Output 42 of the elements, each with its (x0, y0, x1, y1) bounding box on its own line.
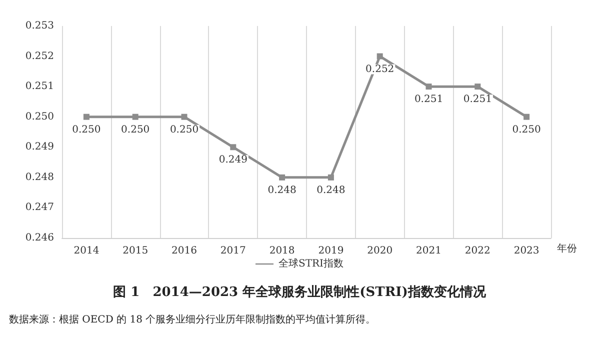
point (426, 84, 432, 90)
x-tick-label: 2020 (367, 246, 393, 256)
y-tick-label: 0.246 (25, 232, 54, 244)
data-label: 0.250 (170, 124, 199, 136)
data-label: 0.250 (512, 124, 541, 136)
y-tick-label: 0.253 (25, 20, 54, 32)
y-tick-label: 0.247 (25, 202, 54, 214)
data-label: 0.249 (218, 154, 248, 166)
point (474, 84, 481, 90)
text: 图 1 2014—2023 年全球服务业限制性(STRI)指数变化情况 (113, 284, 487, 300)
point (83, 114, 90, 120)
point (132, 114, 138, 120)
source-note: 数据来源：根据 OECD 的 18 个服务业细分行业历年限制指数的平均值计算所得。 (9, 314, 376, 326)
data-label: 0.252 (366, 64, 394, 75)
x-tick-label: 2014 (74, 246, 100, 256)
x-tick-label: 2015 (122, 246, 148, 256)
point (181, 114, 188, 120)
data-label: 0.251 (414, 94, 444, 106)
data-label: 0.251 (463, 94, 492, 106)
x-tick-label: 2023 (514, 246, 540, 256)
point (328, 174, 334, 180)
data-label: 0.250 (72, 124, 101, 136)
x-tick-label: 2019 (318, 246, 344, 256)
x-tick-label: 2021 (416, 246, 442, 256)
x-tick-label: 2022 (464, 246, 490, 256)
y-tick-label: 0.250 (25, 111, 54, 122)
y-tick-label: 0.252 (25, 50, 54, 62)
y-tick-label: 0.251 (25, 81, 54, 92)
data-label: 0.248 (316, 184, 346, 196)
x-axis-title: 年份 (557, 242, 577, 254)
point (376, 53, 383, 60)
y-tick-label: 0.248 (25, 172, 54, 183)
data-label: 0.250 (121, 124, 150, 136)
data-label: 0.248 (268, 184, 296, 196)
point (279, 174, 286, 180)
x-tick-label: 2018 (269, 246, 295, 256)
point (230, 144, 236, 150)
x-tick-label: 2017 (220, 246, 246, 256)
x-tick-label: 2016 (172, 246, 197, 256)
y-tick-label: 0.249 (25, 142, 54, 153)
point (524, 114, 530, 120)
legend-label: 全球STRI指数 (278, 258, 344, 270)
